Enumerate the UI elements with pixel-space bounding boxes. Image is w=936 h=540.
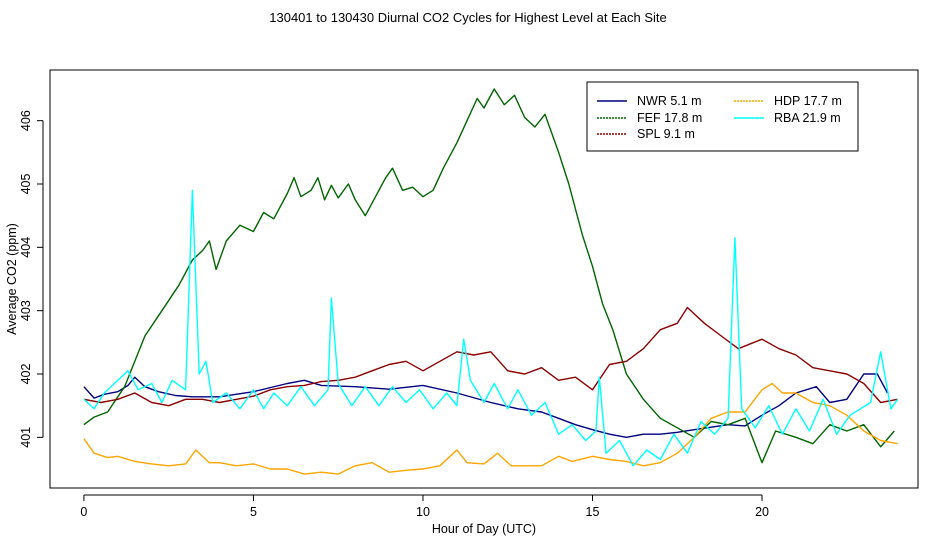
series-layer	[83, 88, 899, 475]
x-axis: 0 5 10 15 20	[80, 494, 769, 519]
legend-label: SPL 9.1 m	[637, 127, 695, 141]
x-tick-label: 10	[416, 505, 430, 519]
y-tick-label: 402	[19, 364, 33, 385]
legend-label: FEF 17.8 m	[637, 111, 702, 125]
series-line-1	[83, 88, 895, 464]
y-tick-label: 405	[19, 174, 33, 195]
plot-frame	[49, 69, 919, 489]
legend-box	[586, 81, 859, 152]
y-axis: 401 402 403 404 405 406	[19, 110, 44, 448]
x-tick-label: 20	[755, 505, 769, 519]
series-line-0	[83, 373, 889, 438]
series-line-3	[83, 382, 898, 475]
x-tick-label: 15	[586, 505, 600, 519]
x-tick-label: 5	[250, 505, 257, 519]
y-tick-label: 406	[19, 110, 33, 131]
chart-title: 130401 to 130430 Diurnal CO2 Cycles for …	[269, 10, 666, 25]
x-axis-label: Hour of Day (UTC)	[432, 522, 536, 536]
y-tick-label: 404	[19, 237, 33, 258]
y-tick-label: 401	[19, 427, 33, 448]
legend-label: NWR 5.1 m	[637, 94, 702, 108]
legend-label: HDP 17.7 m	[774, 94, 842, 108]
series-line-2	[83, 306, 898, 407]
y-tick-label: 403	[19, 300, 33, 321]
legend-label: RBA 21.9 m	[774, 111, 841, 125]
y-axis-label: Average CO2 (ppm)	[5, 223, 19, 335]
series-line-4	[83, 189, 899, 467]
x-tick-label: 0	[80, 505, 87, 519]
legend: NWR 5.1 m FEF 17.8 m SPL 9.1 m HDP 17.7 m RB…	[586, 81, 859, 152]
